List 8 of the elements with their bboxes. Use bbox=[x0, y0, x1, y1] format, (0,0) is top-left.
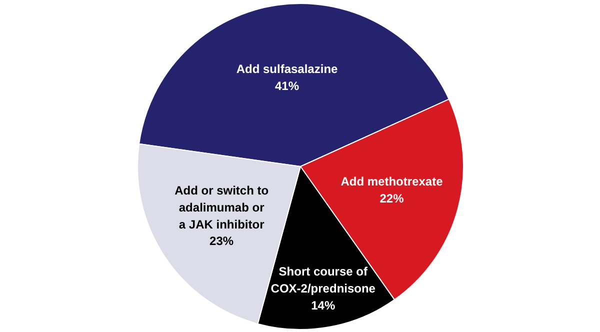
slice-label: Short course of COX-2/prednisone bbox=[270, 264, 376, 296]
data-label: 23% bbox=[210, 234, 234, 248]
data-label: 14% bbox=[311, 298, 336, 312]
slice-label: Add sulfasalazine bbox=[236, 62, 338, 76]
data-label: 41% bbox=[275, 79, 300, 94]
slice-label: Add methotrexate bbox=[340, 174, 444, 189]
slice-label: Add or switch to adalimumab or a JAK inhibitor bbox=[174, 184, 269, 232]
data-label: 22% bbox=[380, 191, 404, 206]
